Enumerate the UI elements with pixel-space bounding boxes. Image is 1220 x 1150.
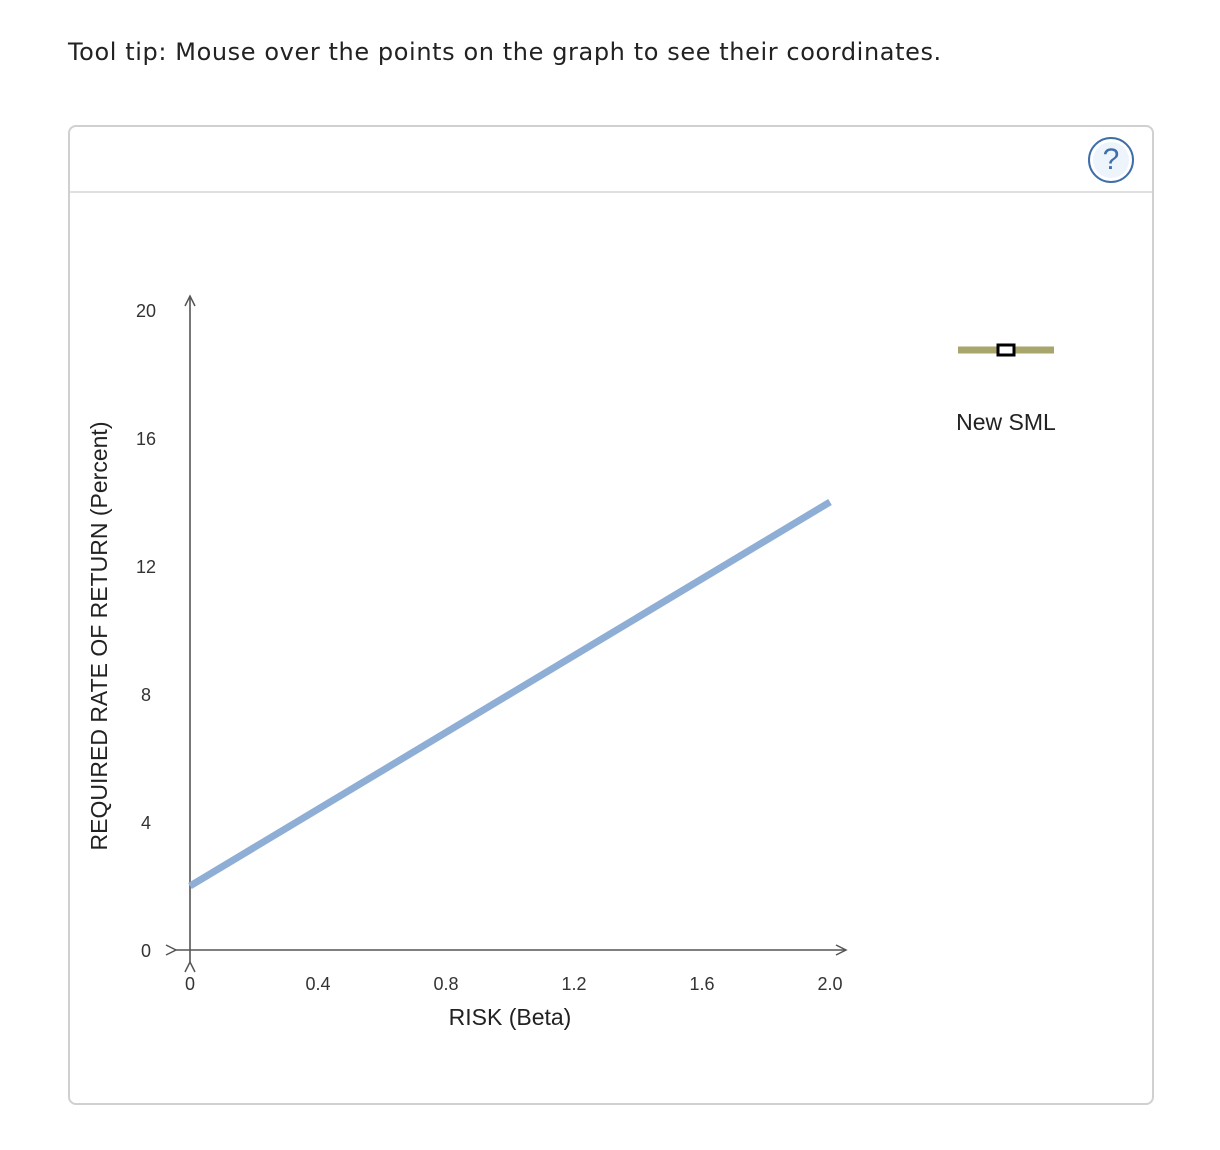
y-tick-label: 4	[141, 813, 151, 833]
y-tick-label: 20	[136, 301, 156, 321]
y-tick-label: 0	[141, 941, 151, 961]
x-axis-title: RISK (Beta)	[449, 1004, 572, 1030]
y-tick-label: 8	[141, 685, 151, 705]
y-axis-title: REQUIRED RATE OF RETURN (Percent)	[86, 422, 112, 851]
x-tick-label: 1.2	[561, 974, 586, 994]
x-tick-label: 0	[185, 974, 195, 994]
x-tick-label: 0.4	[305, 974, 330, 994]
panel-header: ?	[70, 127, 1152, 193]
x-tick-label: 2.0	[817, 974, 842, 994]
x-tick-label: 1.6	[689, 974, 714, 994]
legend-label: New SML	[956, 409, 1056, 435]
y-tick-label: 16	[136, 429, 156, 449]
sml-line[interactable]	[188, 498, 832, 890]
legend-marker-icon[interactable]	[996, 343, 1016, 357]
y-tick-label: 12	[136, 557, 156, 577]
tooltip-text: Tool tip: Mouse over the points on the g…	[68, 38, 942, 66]
question-mark-icon[interactable]: ?	[1088, 137, 1134, 183]
help-label: ?	[1102, 143, 1120, 176]
x-tick-label: 0.8	[433, 974, 458, 994]
graph-panel: ?	[68, 125, 1154, 1105]
